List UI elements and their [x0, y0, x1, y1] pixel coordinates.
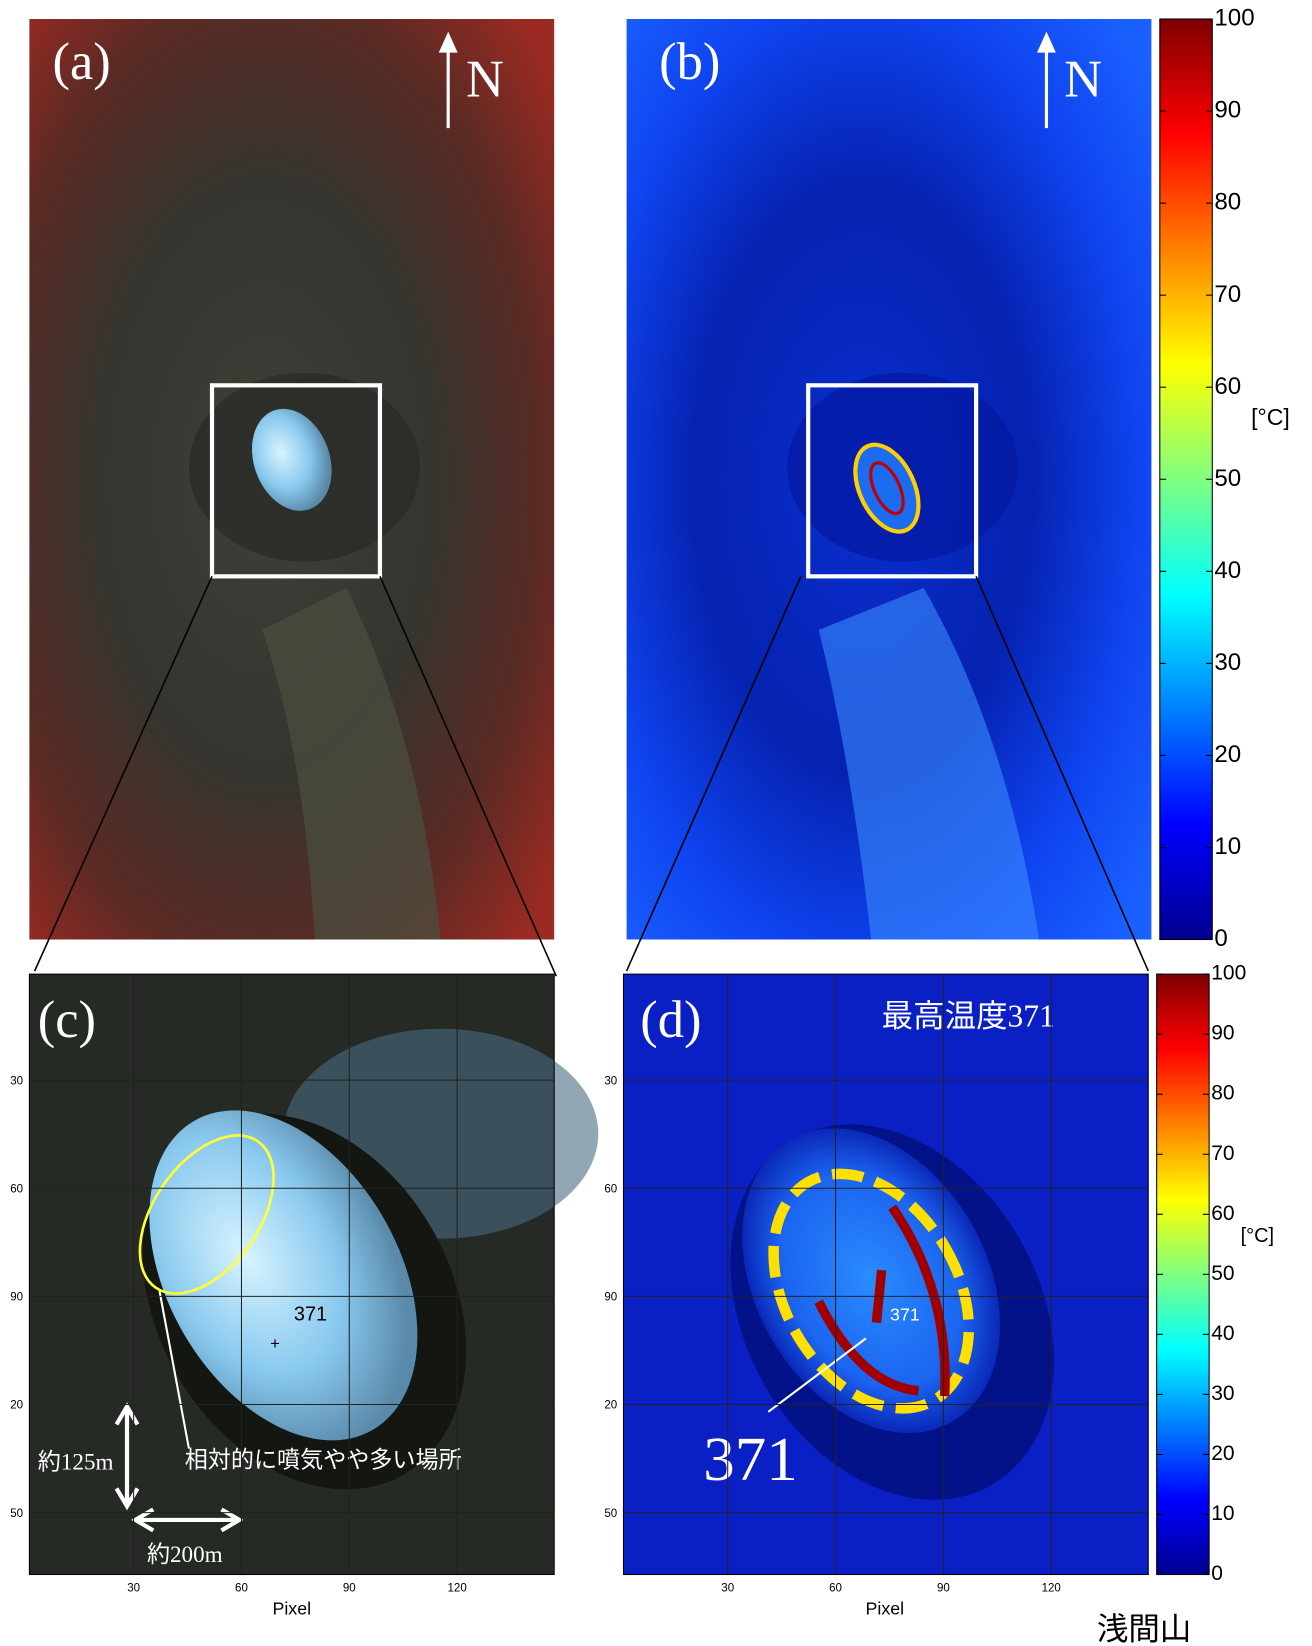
- colorbar-tick-label: 100: [1214, 5, 1254, 32]
- location: 浅間山: [1097, 1612, 1191, 1646]
- colorbar-tick-label: 40: [1214, 557, 1241, 584]
- colorbar-tick-label: 40: [1211, 1322, 1234, 1345]
- width-scale: 約200m: [147, 1541, 223, 1567]
- x-tick-label: 120: [1042, 1582, 1061, 1594]
- y-tick-label: 30: [604, 1075, 617, 1087]
- x-tick-label: 30: [721, 1582, 734, 1594]
- colorbar-tick-label: 0: [1211, 1562, 1223, 1585]
- north-label: N: [466, 51, 504, 109]
- cross: +: [270, 1334, 280, 1353]
- panel-d: 371 371 最高温度371 (d) Pixel [°C] 30 60 90 120…: [604, 974, 1274, 1618]
- hot-label: 371: [703, 1424, 797, 1494]
- north-label: N: [1064, 51, 1102, 109]
- colorbar-tick-label: 30: [1214, 649, 1241, 676]
- colorbar-tick-label: 10: [1214, 833, 1241, 860]
- colorbar-tick-label: 20: [1214, 741, 1241, 768]
- y-tick-label: 60: [604, 1183, 617, 1195]
- height-scale: 約125m: [38, 1449, 114, 1475]
- colorbar-tick-label: 0: [1214, 925, 1227, 952]
- colorbar-tick-label: 60: [1211, 1202, 1234, 1225]
- colorbar-tick-label: 100: [1211, 962, 1246, 985]
- point-label: 371: [294, 1304, 327, 1326]
- y-tick-label: 30: [10, 1075, 23, 1087]
- colorbar-tick-label: 80: [1214, 189, 1241, 216]
- y-tick-label: 20: [604, 1400, 617, 1412]
- panel-label: (b): [659, 33, 720, 91]
- panel-label: (d): [640, 991, 701, 1049]
- x-axis-label: Pixel: [865, 1598, 904, 1618]
- page: (a) N (b) N [°C] + 371 相対的に噴気やや多い場所: [0, 0, 1312, 1646]
- colorbar-tick-label: 20: [1211, 1442, 1234, 1465]
- colorbar-tick-label: 10: [1211, 1502, 1234, 1525]
- colorbar-tick-label: 60: [1214, 373, 1241, 400]
- colorbar-tick-label: 30: [1211, 1382, 1234, 1405]
- colorbar-tick-label: 70: [1211, 1142, 1234, 1165]
- colorbar-tick-label: 50: [1211, 1262, 1234, 1285]
- colorbar-tick-label: 70: [1214, 281, 1241, 308]
- panel-c: + 371 相対的に噴気やや多い場所 約125m 約200m (c) Pixel…: [10, 974, 598, 1618]
- point-label: 371: [890, 1305, 920, 1325]
- annotation: 相対的に噴気やや多い場所: [185, 1446, 462, 1472]
- y-tick-label: 50: [10, 1508, 23, 1520]
- x-tick-label: 90: [343, 1582, 356, 1594]
- y-tick-label: 60: [10, 1183, 23, 1195]
- colorbar: [1160, 19, 1212, 939]
- colorbar-tick-label: 90: [1214, 97, 1241, 124]
- colorbar-tick-label: 90: [1211, 1022, 1234, 1045]
- colorbar-unit: [°C]: [1241, 1225, 1274, 1247]
- x-axis-label: Pixel: [272, 1598, 311, 1618]
- colorbar: [1157, 974, 1209, 1574]
- y-tick-label: 50: [604, 1508, 617, 1520]
- panel-label: (a): [52, 33, 110, 91]
- panel-b: (b) N [°C]: [627, 19, 1290, 939]
- panel-a: (a) N: [29, 19, 554, 939]
- x-tick-label: 120: [448, 1582, 467, 1594]
- colorbar-tick-label: 80: [1211, 1082, 1234, 1105]
- max-temp: 最高温度371: [882, 999, 1055, 1034]
- y-tick-label: 20: [10, 1400, 23, 1412]
- x-tick-label: 60: [829, 1582, 842, 1594]
- y-tick-label: 90: [10, 1292, 23, 1304]
- figure: (a) N (b) N [°C] + 371 相対的に噴気やや多い場所: [0, 0, 1312, 1646]
- x-tick-label: 90: [937, 1582, 950, 1594]
- x-tick-label: 60: [235, 1582, 248, 1594]
- y-tick-label: 90: [604, 1292, 617, 1304]
- x-tick-label: 30: [127, 1582, 140, 1594]
- panel-label: (c): [38, 991, 96, 1049]
- colorbar-unit: [°C]: [1251, 404, 1290, 430]
- colorbar-tick-label: 50: [1214, 465, 1241, 492]
